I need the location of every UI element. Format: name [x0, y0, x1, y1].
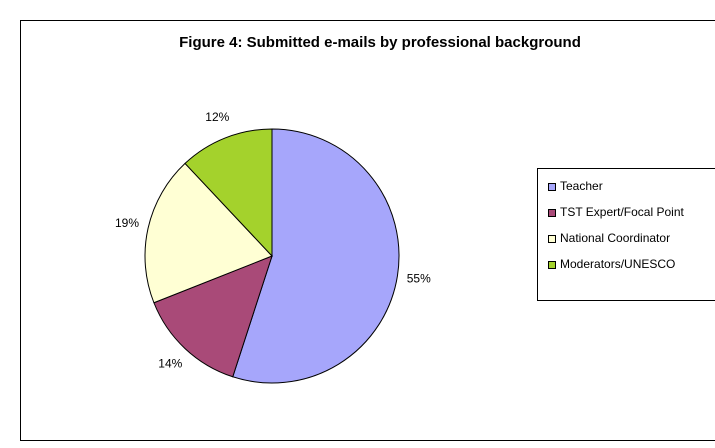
pie-slice	[153, 255, 273, 378]
legend-swatch	[548, 261, 556, 269]
legend-swatch	[548, 235, 556, 243]
legend-swatch	[548, 209, 556, 217]
data-label: 14%	[158, 356, 182, 370]
legend-label: Moderators/UNESCO	[560, 257, 675, 271]
legend-box	[537, 168, 715, 301]
pie-slice	[232, 128, 400, 384]
legend-label: National Coordinator	[560, 231, 670, 245]
pie-slice	[184, 128, 273, 258]
legend-swatch	[548, 183, 556, 191]
data-label: 12%	[205, 110, 229, 124]
chart-title: Figure 4: Submitted e-mails by professio…	[179, 34, 581, 51]
data-label: 19%	[115, 216, 139, 230]
data-label: 55%	[407, 271, 431, 285]
pie-slice	[144, 162, 273, 304]
legend-label: TST Expert/Focal Point	[560, 205, 684, 219]
legend-label: Teacher	[560, 179, 603, 193]
